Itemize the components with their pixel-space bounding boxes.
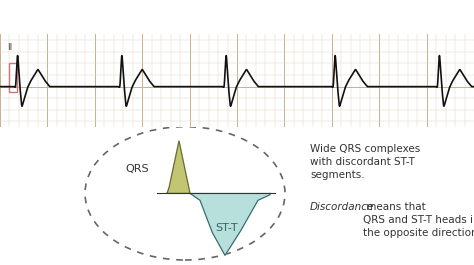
Text: means that
QRS and ST-T heads in
the opposite direction.: means that QRS and ST-T heads in the opp… <box>363 202 474 238</box>
Bar <box>9 63 17 92</box>
Text: Ventricular rhythm: Ventricular rhythm <box>7 11 132 24</box>
Text: Discordance: Discordance <box>310 202 374 212</box>
Text: ST-T: ST-T <box>216 223 238 233</box>
Text: 29 beats per minute: 29 beats per minute <box>351 11 472 24</box>
Text: 25 mm/s: 25 mm/s <box>237 11 289 24</box>
Text: QRS: QRS <box>126 164 149 174</box>
Polygon shape <box>167 141 190 193</box>
Text: II: II <box>7 43 12 52</box>
Ellipse shape <box>85 127 285 260</box>
Text: Wide QRS complexes
with discordant ST-T
segments.: Wide QRS complexes with discordant ST-T … <box>310 144 420 180</box>
Polygon shape <box>190 193 270 255</box>
